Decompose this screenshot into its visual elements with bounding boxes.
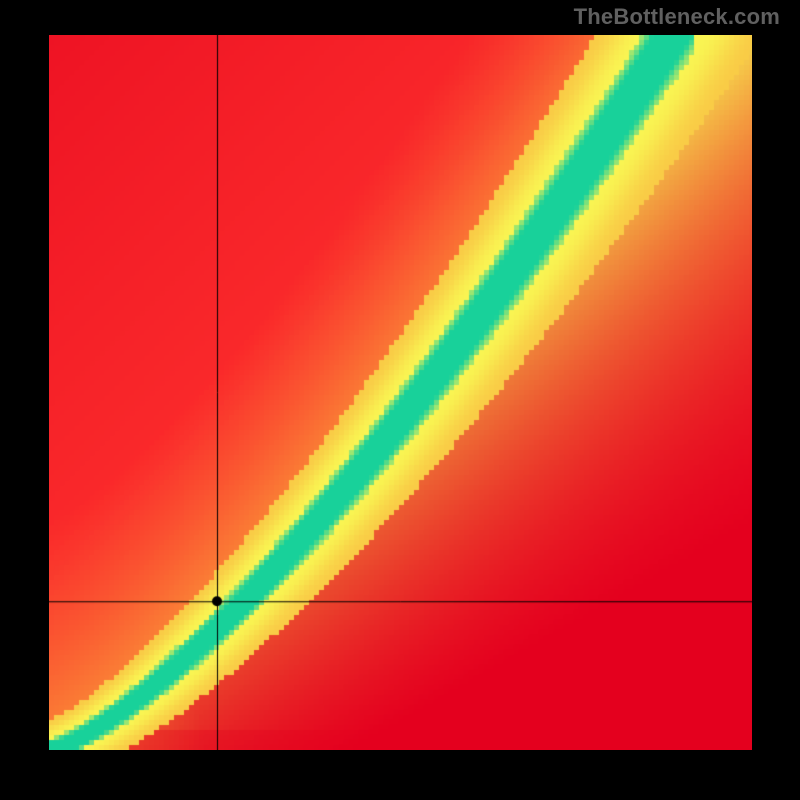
bottleneck-heatmap: [49, 35, 752, 750]
watermark-text: TheBottleneck.com: [574, 4, 780, 30]
